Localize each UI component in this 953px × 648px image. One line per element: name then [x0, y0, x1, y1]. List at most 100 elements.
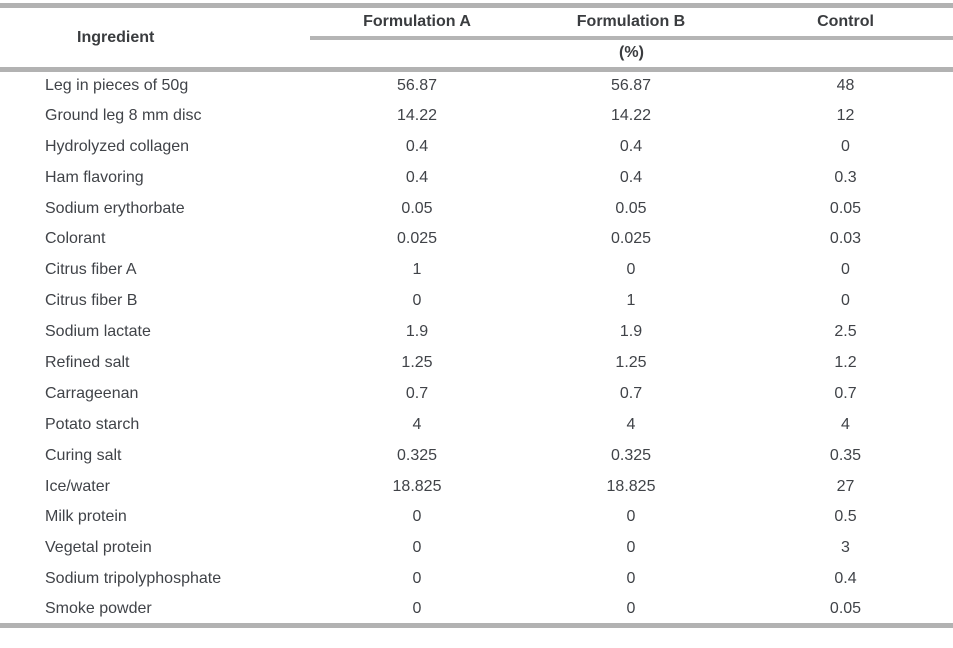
- table-row: Carrageenan 0.7 0.7 0.7: [0, 378, 953, 409]
- table-row: Citrus fiber B 0 1 0: [0, 286, 953, 317]
- ingredient-cell: Refined salt: [45, 353, 130, 371]
- formulation-b-value-cell: 0.05: [615, 199, 647, 217]
- ingredient-cell: Curing salt: [45, 446, 122, 464]
- table-row: Sodium erythorbate 0.05 0.05 0.05: [0, 193, 953, 224]
- ingredient-cell: Sodium tripolyphosphate: [45, 570, 222, 588]
- ingredient-cell: Smoke powder: [45, 599, 152, 617]
- table-row: Hydrolyzed collagen 0.4 0.4 0: [0, 131, 953, 162]
- formulation-b-value-cell: 0.025: [610, 230, 652, 248]
- ingredient-cell: Potato starch: [45, 415, 140, 433]
- control-value-cell: 0.03: [829, 230, 862, 248]
- ingredient-cell: Ice/water: [45, 477, 110, 495]
- formulation-a-value-cell: 18.825: [392, 477, 442, 495]
- formulation-a-value-cell: 1.25: [401, 353, 433, 371]
- formulation-b-value-cell: 0: [626, 261, 636, 279]
- ingredient-cell: Ham flavoring: [45, 168, 144, 186]
- control-value-cell: 1.2: [834, 353, 857, 371]
- control-value-cell: 0.4: [834, 570, 857, 588]
- formulation-b-value-cell: 1: [626, 292, 636, 310]
- table-row: Ground leg 8 mm disc 14.22 14.22 12: [0, 100, 953, 131]
- ingredient-cell: Vegetal protein: [45, 539, 152, 557]
- table-row: Ham flavoring 0.4 0.4 0.3: [0, 162, 953, 193]
- control-value-cell: 0.35: [829, 446, 862, 464]
- formulation-b-value-cell: 0: [626, 599, 636, 617]
- control-value-cell: 4: [841, 415, 850, 433]
- formulation-b-value-cell: 0.4: [619, 137, 643, 155]
- table-row: Colorant 0.025 0.025 0.03: [0, 224, 953, 255]
- table-row: Citrus fiber A 1 0 0: [0, 255, 953, 286]
- column-header-formulation-a: Formulation A: [310, 5, 524, 40]
- formulation-a-value-cell: 0: [412, 570, 422, 588]
- table-row: Sodium tripolyphosphate 0 0 0.4: [0, 564, 953, 595]
- table-body: Leg in pieces of 50g 56.87 56.87 48 Grou…: [0, 70, 953, 626]
- table-header: Ingredient Formulation A Formulation B C…: [0, 5, 953, 72]
- control-value-cell: 0.05: [829, 599, 862, 617]
- table-row: Smoke powder 0 0 0.05: [0, 595, 953, 626]
- control-value-cell: 0: [841, 261, 850, 279]
- control-value-cell: 0.7: [834, 384, 857, 402]
- formulation-a-value-cell: 4: [412, 415, 422, 433]
- formulation-b-value-cell: 4: [626, 415, 636, 433]
- formulation-a-value-cell: 0.025: [396, 230, 438, 248]
- table-row: Curing salt 0.325 0.325 0.35: [0, 440, 953, 471]
- formulation-b-value-cell: 0: [626, 539, 636, 557]
- formulation-b-value-cell: 0.7: [619, 384, 643, 402]
- ingredient-cell: Leg in pieces of 50g: [45, 77, 189, 95]
- table-row: Vegetal protein 0 0 3: [0, 533, 953, 564]
- formulation-a-value-cell: 0.05: [401, 199, 433, 217]
- ingredient-cell: Milk protein: [45, 508, 127, 526]
- formulation-a-value-cell: 0.7: [405, 384, 429, 402]
- formulation-a-value-cell: 0: [412, 292, 422, 310]
- formulation-b-value-cell: 0.325: [610, 446, 652, 464]
- formulation-b-value-cell: 0: [626, 570, 636, 588]
- formulation-a-value-cell: 0: [412, 508, 422, 526]
- ingredient-cell: Citrus fiber B: [45, 292, 138, 310]
- formulation-a-value-cell: 0: [412, 599, 422, 617]
- formulation-a-value-cell: 1: [412, 261, 422, 279]
- formulation-b-value-cell: 18.825: [606, 477, 656, 495]
- formulation-b-value-cell: 1.25: [615, 353, 647, 371]
- control-value-cell: 27: [836, 477, 855, 495]
- column-header-formulation-b: Formulation B: [524, 5, 738, 40]
- ingredient-cell: Sodium erythorbate: [45, 199, 185, 217]
- ingredients-table: Ingredient Formulation A Formulation B C…: [0, 3, 953, 629]
- table-row: Refined salt 1.25 1.25 1.2: [0, 348, 953, 379]
- control-value-cell: 0.5: [834, 508, 857, 526]
- control-value-cell: 12: [836, 106, 855, 124]
- formulation-b-value-cell: 56.87: [610, 77, 652, 95]
- control-value-cell: 3: [841, 539, 850, 557]
- formulation-b-value-cell: 0.4: [619, 168, 643, 186]
- formulation-a-value-cell: 14.22: [396, 106, 438, 124]
- control-value-cell: 0: [841, 137, 850, 155]
- unit-header: (%): [310, 37, 953, 72]
- table-row: Ice/water 18.825 18.825 27: [0, 471, 953, 502]
- control-value-cell: 2.5: [834, 323, 857, 341]
- ingredient-cell: Carrageenan: [45, 384, 139, 402]
- formulation-a-value-cell: 56.87: [396, 77, 438, 95]
- table-row: Milk protein 0 0 0.5: [0, 502, 953, 533]
- formulation-a-value-cell: 0.4: [405, 168, 429, 186]
- column-header-ingredient: Ingredient: [0, 5, 310, 72]
- formulation-b-value-cell: 1.9: [619, 323, 643, 341]
- formulation-b-value-cell: 0: [626, 508, 636, 526]
- formulation-a-value-cell: 0.325: [396, 446, 438, 464]
- header-row: Ingredient Formulation A Formulation B C…: [0, 5, 953, 72]
- ingredient-cell: Sodium lactate: [45, 323, 151, 341]
- ingredient-cell: Hydrolyzed collagen: [45, 137, 190, 155]
- ingredient-cell: Ground leg 8 mm disc: [45, 106, 202, 124]
- control-value-cell: 0: [841, 292, 850, 310]
- table-row: Leg in pieces of 50g 56.87 56.87 48: [0, 70, 953, 101]
- table-row: Potato starch 4 4 4: [0, 409, 953, 440]
- control-value-cell: 0.3: [834, 168, 857, 186]
- column-header-control: Control: [738, 5, 953, 40]
- control-value-cell: 48: [836, 77, 855, 95]
- formulation-a-value-cell: 0: [412, 539, 422, 557]
- table-row: Sodium lactate 1.9 1.9 2.5: [0, 317, 953, 348]
- unit-row: (%): [0, 37, 953, 72]
- ingredient-cell: Colorant: [45, 230, 106, 248]
- formulation-a-value-cell: 1.9: [405, 323, 429, 341]
- formulation-a-value-cell: 0.4: [405, 137, 429, 155]
- ingredient-cell: Citrus fiber A: [45, 261, 137, 279]
- control-value-cell: 0.05: [829, 199, 862, 217]
